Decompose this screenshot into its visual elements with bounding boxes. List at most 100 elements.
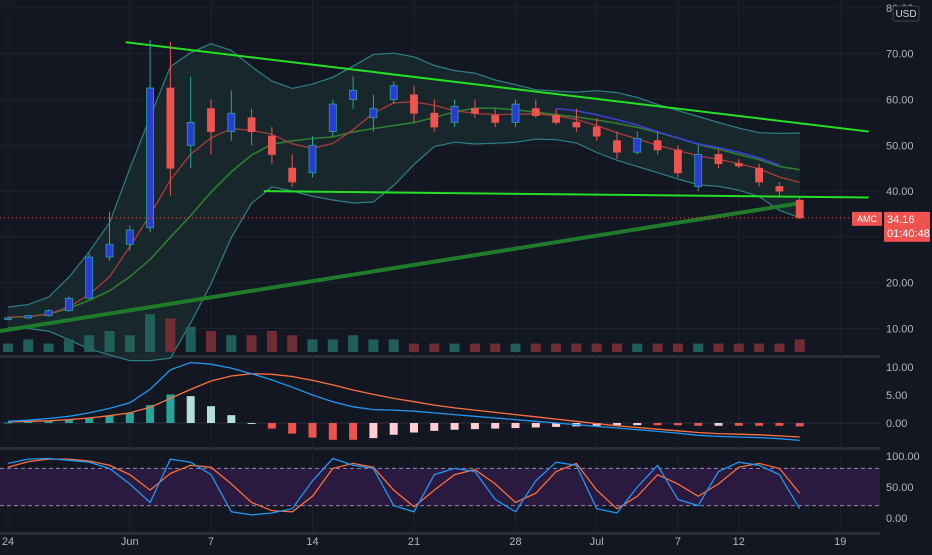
volume-bar: [43, 343, 54, 352]
volume-bar: [104, 331, 115, 352]
candle[interactable]: [755, 167, 763, 183]
macd-histogram-bar: [633, 423, 642, 426]
volume-bar: [693, 343, 704, 352]
bar-countdown: 01:40:48: [887, 228, 930, 240]
candle[interactable]: [430, 112, 439, 128]
candle[interactable]: [633, 138, 642, 153]
trendline[interactable]: [0, 200, 805, 334]
candle[interactable]: [491, 115, 500, 123]
macd-histogram-bar: [470, 423, 479, 430]
candle[interactable]: [186, 122, 195, 146]
macd-histogram-bar: [125, 412, 134, 423]
volume-bar: [348, 335, 359, 352]
candle[interactable]: [450, 105, 459, 123]
ticker-symbol: AMC: [857, 214, 878, 224]
candle[interactable]: [308, 144, 317, 174]
candle[interactable]: [694, 154, 703, 187]
time-axis-tick: 7: [208, 536, 214, 548]
trendline[interactable]: [263, 190, 869, 199]
volume-bar: [571, 343, 582, 352]
macd-histogram-bar: [227, 415, 236, 423]
candle[interactable]: [410, 94, 418, 114]
candle[interactable]: [674, 149, 682, 174]
volume-bar: [632, 343, 643, 352]
candle[interactable]: [613, 140, 621, 153]
candle[interactable]: [470, 108, 479, 114]
volume-bar: [794, 339, 805, 352]
candle[interactable]: [795, 199, 804, 219]
macd-histogram-bar: [64, 419, 73, 423]
macd-histogram-bar: [247, 423, 256, 424]
candle[interactable]: [146, 87, 155, 229]
macd-histogram-bar: [349, 423, 358, 440]
candle[interactable]: [734, 163, 743, 167]
macd-histogram-bar: [389, 423, 398, 435]
volume-bar: [287, 335, 298, 352]
stoch-axis-tick: 50.00: [886, 482, 914, 494]
volume-bar: [246, 335, 257, 352]
moving-average-blue: [556, 107, 780, 166]
current-price: 34.16: [887, 214, 915, 226]
bollinger-fill: [8, 43, 800, 361]
candle[interactable]: [166, 87, 175, 169]
time-axis-tick: 24: [2, 536, 14, 548]
volume-bar: [774, 343, 785, 352]
candle[interactable]: [552, 115, 560, 123]
candle[interactable]: [4, 317, 12, 320]
macd-histogram-bar: [613, 423, 621, 426]
candle[interactable]: [389, 85, 398, 100]
currency-label[interactable]: USD: [895, 9, 916, 20]
volume-bar: [733, 343, 744, 352]
candle[interactable]: [85, 256, 94, 299]
price-axis-background: [880, 0, 932, 550]
candle[interactable]: [653, 140, 662, 151]
volume-bar: [429, 343, 440, 352]
candle[interactable]: [44, 310, 53, 317]
candle[interactable]: [288, 167, 297, 183]
candle[interactable]: [207, 108, 215, 132]
currency-badge[interactable]: [892, 5, 920, 22]
candle[interactable]: [349, 89, 358, 100]
macd-histogram-bar: [4, 422, 12, 424]
candle[interactable]: [105, 243, 114, 258]
macd-histogram-bar: [105, 415, 114, 423]
time-axis-tick: 28: [509, 536, 521, 548]
candle[interactable]: [125, 229, 134, 245]
time-axis-tick: 7: [675, 536, 681, 548]
volume-bar: [591, 343, 602, 352]
macd-histogram-bar: [694, 423, 703, 426]
macd-histogram-bar: [592, 423, 601, 426]
time-axis-tick: 14: [306, 536, 318, 548]
macd-histogram-bar: [308, 423, 317, 438]
candle[interactable]: [592, 126, 601, 137]
candle[interactable]: [247, 117, 256, 132]
candle[interactable]: [267, 135, 276, 155]
candle[interactable]: [775, 186, 784, 192]
macd-histogram-bar: [653, 423, 662, 426]
candle[interactable]: [369, 108, 378, 119]
macd-histogram-bar: [450, 423, 459, 430]
candle[interactable]: [65, 297, 73, 312]
macd-histogram-bar: [146, 405, 155, 423]
candle[interactable]: [511, 103, 520, 123]
macd-histogram-bar: [410, 423, 418, 433]
macd-histogram-bar: [328, 423, 337, 440]
candle[interactable]: [328, 103, 337, 132]
volume-bar: [652, 343, 663, 352]
candle[interactable]: [531, 108, 540, 116]
macd-histogram-bar: [795, 423, 804, 427]
macd-histogram-bar: [511, 423, 520, 429]
volume-bar: [266, 331, 277, 352]
candle[interactable]: [714, 154, 723, 165]
macd-histogram-bar: [714, 423, 723, 426]
price-axis-tick: 40.00: [886, 186, 914, 198]
volume-bar: [368, 339, 379, 352]
volume-bar: [490, 343, 501, 352]
candle[interactable]: [24, 315, 33, 319]
time-axis-tick: 19: [834, 536, 846, 548]
candle[interactable]: [572, 122, 581, 128]
trendline[interactable]: [125, 41, 869, 133]
candle[interactable]: [227, 112, 236, 132]
